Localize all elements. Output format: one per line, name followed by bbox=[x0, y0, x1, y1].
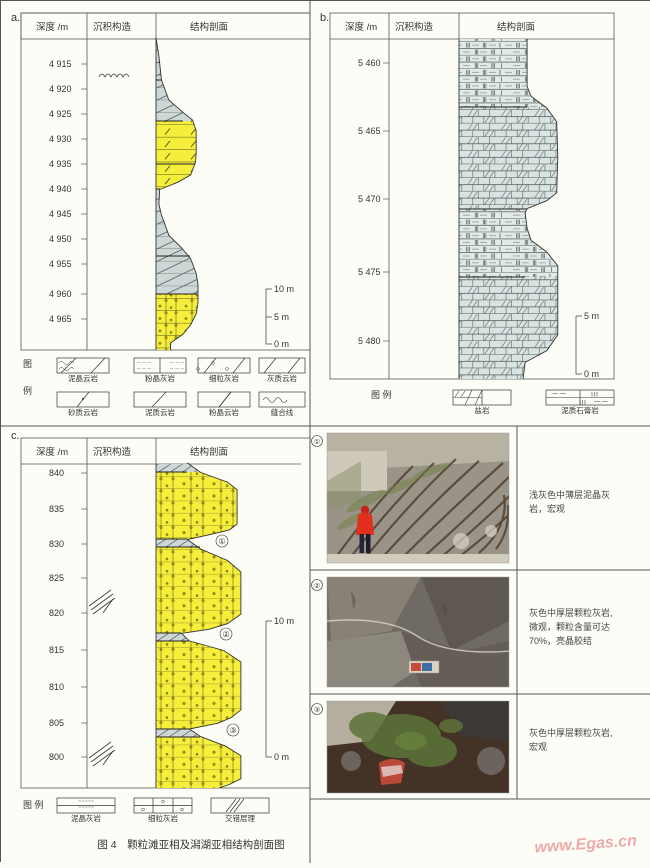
svg-text:沉积构造: 沉积构造 bbox=[395, 21, 434, 33]
svg-text:泥质云岩: 泥质云岩 bbox=[145, 407, 175, 417]
svg-text:深度 /m: 深度 /m bbox=[36, 21, 68, 33]
svg-text:~~~~~: ~~~~~ bbox=[78, 805, 94, 811]
svg-text:5 m: 5 m bbox=[584, 311, 599, 321]
svg-text:图 例: 图 例 bbox=[23, 799, 44, 810]
svg-text:沉积构造: 沉积构造 bbox=[93, 21, 132, 33]
svg-text:细粒灰岩: 细粒灰岩 bbox=[148, 813, 178, 823]
svg-text:细粒灰岩: 细粒灰岩 bbox=[209, 373, 239, 383]
svg-text:835: 835 bbox=[49, 504, 64, 514]
svg-text:4 945: 4 945 bbox=[49, 209, 72, 219]
svg-text:宏观: 宏观 bbox=[529, 741, 547, 752]
svg-text:缝合线: 缝合线 bbox=[271, 407, 294, 417]
svg-text:a.: a. bbox=[11, 12, 20, 24]
svg-text:4 930: 4 930 bbox=[49, 134, 72, 144]
svg-text:5 465: 5 465 bbox=[358, 126, 381, 136]
svg-text:810: 810 bbox=[49, 682, 64, 692]
svg-text:4 955: 4 955 bbox=[49, 259, 72, 269]
svg-text:微观，颗粒含量可达: 微观，颗粒含量可达 bbox=[529, 621, 610, 632]
svg-text:4 925: 4 925 bbox=[49, 109, 72, 119]
svg-text:粉晶灰岩: 粉晶灰岩 bbox=[145, 373, 175, 383]
svg-text:岩，宏观: 岩，宏观 bbox=[529, 503, 565, 514]
svg-text:结构剖面: 结构剖面 bbox=[497, 21, 535, 33]
svg-text:①: ① bbox=[314, 438, 320, 446]
svg-text:①: ① bbox=[218, 537, 225, 546]
svg-text:800: 800 bbox=[49, 752, 64, 762]
svg-text:②: ② bbox=[222, 630, 229, 639]
svg-text:交错层理: 交错层理 bbox=[225, 813, 255, 823]
svg-text:例: 例 bbox=[23, 385, 32, 396]
svg-text:灰色中厚层颗粒灰岩,: 灰色中厚层颗粒灰岩, bbox=[529, 607, 613, 618]
svg-text:70%，亮晶胶结: 70%，亮晶胶结 bbox=[529, 635, 592, 646]
svg-text:灰色中厚层颗粒灰岩,: 灰色中厚层颗粒灰岩, bbox=[529, 727, 613, 738]
svg-text:— —: — — bbox=[594, 399, 608, 405]
svg-text:深度 /m: 深度 /m bbox=[36, 446, 68, 458]
svg-text:图: 图 bbox=[23, 359, 32, 369]
svg-text:5 m: 5 m bbox=[274, 312, 289, 322]
svg-text:825: 825 bbox=[49, 573, 64, 583]
svg-text:结构剖面: 结构剖面 bbox=[190, 21, 228, 33]
svg-text:图 例: 图 例 bbox=[371, 389, 392, 400]
svg-text:820: 820 bbox=[49, 608, 64, 618]
svg-text:0 m: 0 m bbox=[274, 339, 289, 349]
svg-text:图 4 颗粒滩亚相及潟湖亚相结构剖面图: 图 4 颗粒滩亚相及潟湖亚相结构剖面图 bbox=[97, 838, 284, 851]
svg-text:5 480: 5 480 bbox=[358, 336, 381, 346]
svg-text:③: ③ bbox=[314, 706, 320, 714]
svg-text:4 950: 4 950 bbox=[49, 234, 72, 244]
svg-text:灰质云岩: 灰质云岩 bbox=[267, 373, 297, 383]
svg-text:4 940: 4 940 bbox=[49, 184, 72, 194]
svg-text:10 m: 10 m bbox=[274, 616, 294, 626]
svg-text:840: 840 bbox=[49, 468, 64, 478]
svg-text:②: ② bbox=[314, 582, 320, 590]
svg-text:4 920: 4 920 bbox=[49, 84, 72, 94]
svg-text:b.: b. bbox=[320, 12, 329, 24]
svg-text:815: 815 bbox=[49, 645, 64, 655]
svg-text:4 965: 4 965 bbox=[49, 314, 72, 324]
svg-text:— —: — — bbox=[552, 391, 566, 397]
svg-text:830: 830 bbox=[49, 539, 64, 549]
svg-text:浅灰色中薄层泥晶灰: 浅灰色中薄层泥晶灰 bbox=[529, 489, 610, 500]
svg-text:c.: c. bbox=[11, 430, 20, 442]
svg-text:0 m: 0 m bbox=[584, 369, 599, 379]
svg-text:沉积构造: 沉积构造 bbox=[93, 446, 132, 458]
svg-text:粉晶云岩: 粉晶云岩 bbox=[209, 407, 239, 417]
svg-text:805: 805 bbox=[49, 718, 64, 728]
svg-text:5 475: 5 475 bbox=[358, 267, 381, 277]
svg-text:4 935: 4 935 bbox=[49, 159, 72, 169]
svg-text:泥晶灰岩: 泥晶灰岩 bbox=[71, 813, 101, 823]
svg-text:-- -- --: -- -- -- bbox=[137, 366, 151, 372]
svg-text:4 915: 4 915 bbox=[49, 59, 72, 69]
svg-text:5 470: 5 470 bbox=[358, 194, 381, 204]
svg-text:-- -- --: -- -- -- bbox=[170, 366, 184, 372]
svg-text:泥质石膏岩: 泥质石膏岩 bbox=[561, 405, 599, 415]
svg-text:泥晶云岩: 泥晶云岩 bbox=[68, 373, 98, 383]
svg-text:③: ③ bbox=[229, 726, 236, 735]
svg-text:砂质云岩: 砂质云岩 bbox=[68, 407, 98, 417]
svg-text:深度 /m: 深度 /m bbox=[345, 21, 377, 33]
svg-text:5 460: 5 460 bbox=[358, 58, 381, 68]
svg-text:结构剖面: 结构剖面 bbox=[190, 446, 228, 458]
svg-text:4 960: 4 960 bbox=[49, 289, 72, 299]
svg-text:盐岩: 盐岩 bbox=[475, 405, 490, 415]
svg-text:10 m: 10 m bbox=[274, 284, 294, 294]
svg-text:0 m: 0 m bbox=[274, 752, 289, 762]
